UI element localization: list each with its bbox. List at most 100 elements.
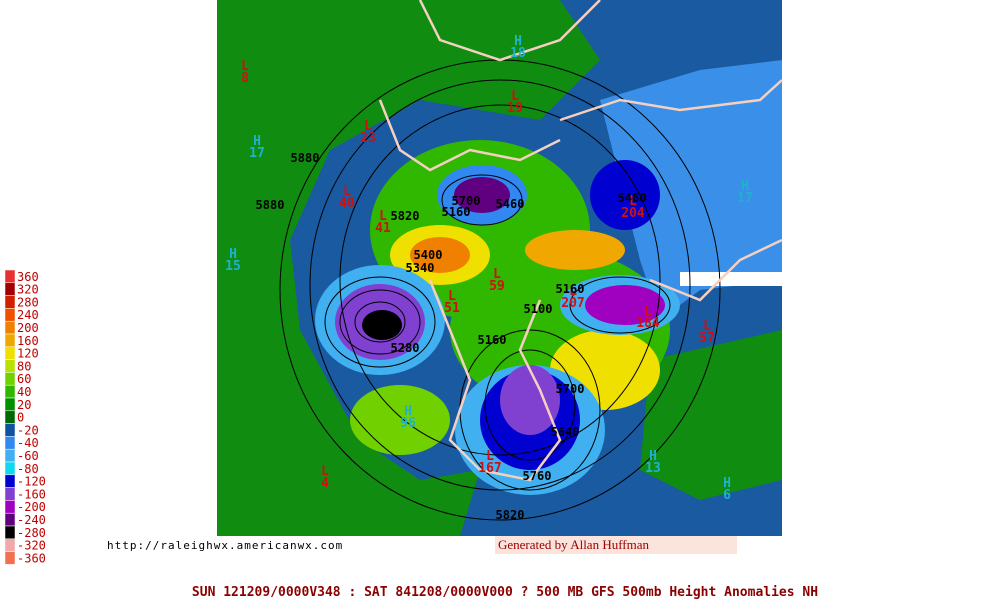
contour-label: 5400 [414,248,443,262]
legend-swatch [4,346,16,360]
legend-swatch [4,474,16,488]
center-value: 57 [699,331,715,346]
contour-label: 5160 [478,333,507,347]
anomaly-area [410,237,470,273]
coastlines [378,0,783,482]
center-value: 15 [225,259,241,274]
center-type: L [629,194,637,209]
anomaly-area [217,0,600,536]
contour-label: 5460 [618,191,647,205]
legend-swatch [4,333,16,348]
contour-label: 5160 [442,205,471,219]
center-type: H [229,247,237,262]
center-type: L [511,89,519,104]
legend-label: 280 [17,295,39,309]
contour-label: 5880 [256,198,285,212]
legend-label: 20 [17,398,31,412]
center-value: 4 [321,476,329,491]
center-value: 204 [621,206,645,221]
anomaly-area [585,285,665,325]
credit-box [495,536,737,554]
legend-swatch [4,384,16,399]
legend-label: -200 [17,500,46,514]
legend-label: -20 [17,423,39,437]
legend-swatch [4,410,16,424]
legend-label: 160 [17,334,39,348]
legend: 360320280240200160120806040200-20-40-60-… [4,269,46,565]
legend-swatch [4,308,16,322]
legend-swatch [4,500,16,514]
center-type: L [321,464,329,479]
center-value: 96 [400,416,416,431]
anomaly-area [525,230,625,270]
center-type: L [448,289,456,304]
legend-swatch [4,320,16,335]
contour-label: 5880 [291,151,320,165]
source-url: http://raleighwx.americanwx.com [107,539,343,552]
legend-label: -360 [17,551,46,565]
anomaly-area [362,310,402,340]
center-value: 184 [636,316,660,331]
legend-swatch [4,269,16,284]
credit: Generated by Allan Huffman [498,537,650,552]
legend-label: 80 [17,359,31,373]
center-type: L [493,267,501,282]
legend-label: -60 [17,449,39,463]
legend-swatch [4,423,16,437]
center-value: 19 [507,101,523,116]
contour-label: 5700 [452,194,481,208]
legend-label: -280 [17,526,46,540]
contour-label: 5640 [551,425,580,439]
center-value: 18 [510,46,526,61]
center-type: L [379,209,387,224]
legend-label: 40 [17,385,31,399]
center-value: 41 [375,221,391,236]
center-type: L [569,284,577,299]
center-type: H [253,134,261,149]
center-value: 13 [645,461,661,476]
anomaly-area [350,385,450,455]
legend-swatch [4,397,16,412]
contour-label: 5820 [391,209,420,223]
center-value: 40 [339,196,355,211]
contour-label: 5700 [556,382,585,396]
contour-label: 5340 [406,261,435,275]
data-gap [680,272,782,286]
anomaly-area [600,60,782,320]
legend-swatch [4,295,16,309]
contour-label: 5100 [524,302,553,316]
center-type: H [649,449,657,464]
center-type: L [644,304,652,319]
center-value: 17 [737,191,753,206]
center-type: L [486,449,494,464]
legend-label: 60 [17,372,31,386]
anomaly-area [454,177,510,213]
map [217,0,783,536]
legend-swatch [4,461,16,476]
legend-label: 0 [17,411,24,425]
legend-swatch [4,282,16,296]
center-type: L [343,184,351,199]
center-type: H [514,34,522,49]
legend-swatch [4,359,16,373]
center-type: H [723,476,731,491]
legend-swatch [4,448,16,463]
anomaly-area [640,330,782,500]
center-value: 6 [723,488,731,503]
center-value: 167 [478,461,501,476]
center-value: 23 [360,131,376,146]
legend-label: 120 [17,347,39,361]
contour-label: 5160 [556,282,585,296]
contour-label: 5820 [496,508,525,522]
center-value: 51 [444,301,460,316]
anomaly-area [590,160,660,230]
legend-swatch [4,551,16,565]
anomaly-area [500,365,560,435]
legend-label: -120 [17,475,46,489]
legend-label: -80 [17,462,39,476]
legend-swatch [4,538,16,552]
center-value: 59 [489,279,505,294]
legend-swatch [4,512,16,527]
